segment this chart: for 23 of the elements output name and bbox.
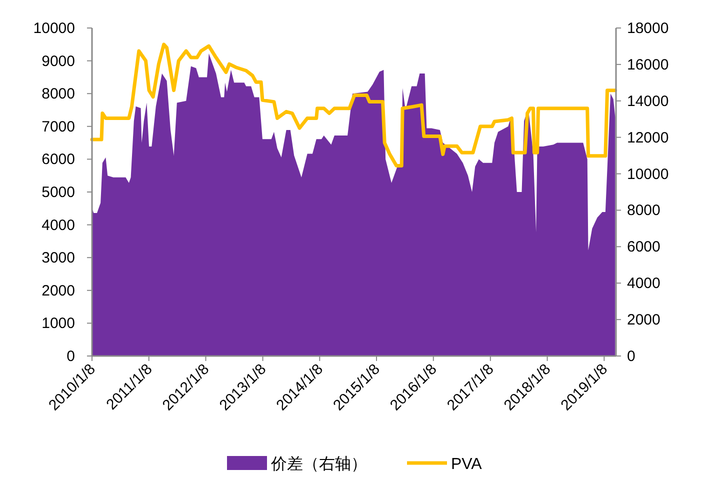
y-tick-label: 4000 [42,216,75,234]
y-tick-label: 3000 [42,250,75,267]
y-tick-label: 8000 [42,86,75,103]
y2-tick-label: 14000 [627,92,669,110]
y2-tick-label: 4000 [627,275,660,292]
y-tick-label: 5000 [42,184,75,201]
y2-tick-label: 0 [627,348,636,365]
y2-tick-label: 10000 [627,166,669,183]
legend-label: 价差（右轴） [270,455,367,473]
y-tick-label: 1000 [42,315,75,332]
y2-tick-label: 18000 [627,20,669,37]
y2-tick-label: 12000 [627,129,669,146]
y2-tick-label: 6000 [627,238,660,256]
y2-tick-label: 16000 [627,56,669,74]
y-tick-label: 0 [66,348,75,365]
y-tick-label: 2000 [42,282,75,300]
y-tick-label: 6000 [42,151,75,168]
y2-tick-label: 8000 [627,202,660,220]
y-tick-label: 10000 [33,20,75,37]
y-tick-label: 9000 [42,52,75,70]
y2-tick-label: 2000 [627,312,660,329]
legend-label: PVA [451,456,482,473]
y-tick-label: 7000 [42,118,75,136]
